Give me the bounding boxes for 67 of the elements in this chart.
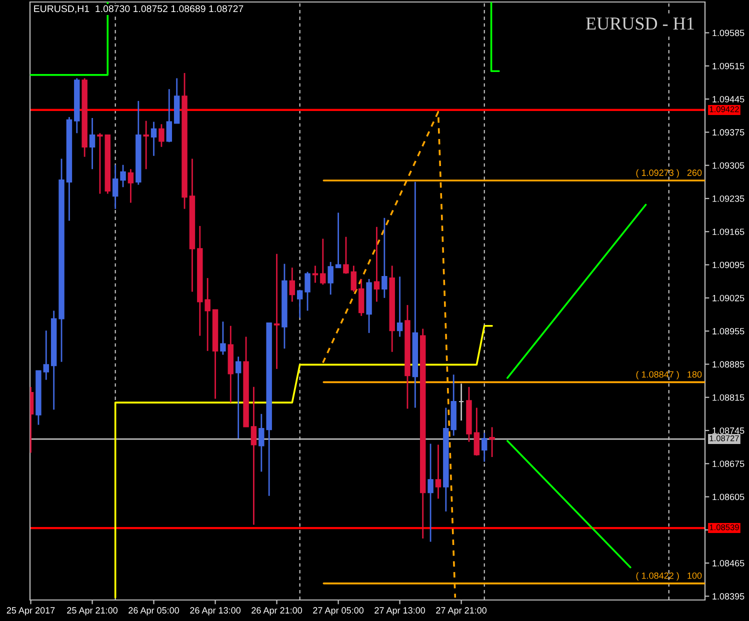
candlestick — [489, 426, 495, 458]
text: EURUSD - H1 — [586, 18, 694, 30]
candlestick — [143, 120, 149, 170]
annotation: ( 1.09273 ) 260 — [636, 169, 702, 178]
candlestick — [428, 443, 434, 542]
y-tick-label: 1.08955 — [712, 328, 744, 334]
chart-title: EURUSD,H1 1.08730 1.08752 1.08689 1.08727 — [34, 5, 244, 14]
candlestick — [328, 261, 334, 296]
candlestick — [358, 278, 364, 317]
candlestick — [166, 88, 172, 143]
candlestick — [274, 253, 280, 370]
candlestick — [158, 123, 164, 148]
candlestick — [435, 444, 442, 500]
y-tick-label: 1.09095 — [712, 262, 744, 268]
candlestick — [396, 276, 403, 338]
x-tick-label: 27 Apr 13:00 — [374, 607, 426, 616]
y-tick-label: 1.09025 — [712, 294, 744, 302]
candlestick — [289, 266, 296, 302]
candlestick — [474, 407, 480, 456]
candlestick — [250, 386, 257, 526]
x-tick-label: 27 Apr 21:00 — [436, 607, 487, 616]
candlestick — [304, 271, 310, 312]
candlestick — [120, 164, 126, 188]
candlestick — [97, 132, 103, 194]
x-tick-label: 26 Apr 21:00 — [252, 607, 302, 616]
y-tick-label: 1.09515 — [712, 62, 744, 70]
candlestick — [350, 265, 357, 292]
candlestick — [235, 356, 242, 440]
candlestick — [296, 289, 303, 319]
x-tick-label: 26 Apr 05:00 — [128, 607, 180, 616]
ref-line-label: 1.09422 — [710, 106, 739, 112]
candlestick — [481, 432, 488, 462]
candlestick — [343, 236, 349, 274]
annotation: ( 1.08422 ) 100 — [636, 572, 702, 581]
candlestick — [312, 265, 318, 284]
line-series — [114, 324, 493, 599]
y-tick-label: 1.09375 — [712, 129, 744, 136]
y-tick-label: 1.08605 — [712, 494, 744, 500]
x-tick-label: 26 Apr 13:00 — [190, 607, 241, 616]
candlestick — [150, 121, 157, 157]
candlestick — [128, 168, 134, 204]
x-tick-label: 25 Apr 21:00 — [67, 607, 118, 616]
ref-line-label: 1.08727 — [710, 435, 739, 442]
y-tick-label: 1.08815 — [712, 394, 744, 401]
x-tick-label: 25 Apr 2017 — [6, 607, 55, 616]
y-tick-label: 1.09235 — [712, 195, 744, 202]
ref-line-label: 1.08539 — [710, 524, 739, 530]
y-tick-label: 1.08465 — [712, 560, 744, 566]
candlestick — [335, 212, 342, 268]
candlestick — [382, 217, 388, 299]
candlestick — [220, 320, 226, 356]
candlestick — [43, 330, 50, 381]
y-tick-label: 1.08885 — [712, 361, 744, 368]
y-tick-label: 1.08675 — [712, 460, 744, 467]
y-tick-label: 1.09445 — [712, 96, 744, 102]
y-tick-label: 1.09305 — [712, 162, 744, 169]
candlestick — [458, 382, 464, 422]
y-tick-label: 1.09165 — [712, 228, 744, 235]
candlestick — [374, 226, 380, 302]
x-tick-label: 27 Apr 05:00 — [313, 607, 364, 616]
y-tick-label: 1.08745 — [712, 427, 744, 434]
candlestick — [89, 117, 96, 170]
candlestick — [320, 238, 326, 286]
y-tick-label: 1.08395 — [712, 593, 744, 600]
candlestick — [112, 164, 118, 210]
y-tick-label: 1.09585 — [712, 30, 744, 36]
annotation: ( 1.08847 ) 180 — [636, 371, 702, 380]
